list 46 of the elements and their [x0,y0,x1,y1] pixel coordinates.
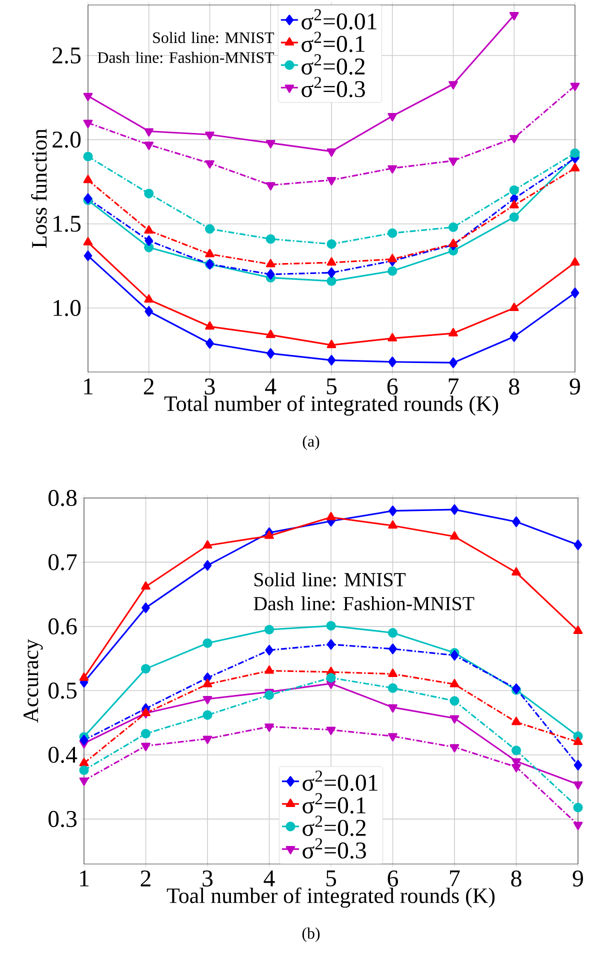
y-tick-label: 1.0 [54,300,81,316]
x-tick-label: 4 [264,870,275,886]
x-axis-title: Total number of integrated rounds (K) [164,395,498,416]
legend-label: σ$^{2}$=0.1 [302,32,364,52]
annotation: Dash line: Fashion-MNIST [254,596,474,610]
y-tick-label: 1.5 [54,216,81,232]
y-tick-label: 0.6 [48,618,77,635]
annotation: Solid line: MNIST [254,572,406,587]
y-tick-label: 0.3 [48,810,77,828]
text: (b) [302,928,320,942]
y-axis-title: Loss function [31,128,47,248]
legend-label: σ$^{2}$=0.2 [302,54,365,75]
x-axis-title: Toal number of integrated rounds (K) [166,887,495,908]
x-tick-label: 5 [326,378,337,394]
x-tick-label: 8 [509,378,520,395]
x-tick-label: 7 [448,378,459,394]
x-tick-label: 5 [326,870,336,886]
y-tick-label: 0.8 [48,490,77,506]
legend-label: σ$^{2}$=0.3 [302,76,365,98]
y-tick-label: 0.4 [48,746,78,763]
y-tick-label: 2.5 [52,47,81,64]
legend-label: σ$^{2}$=0.01 [302,770,378,791]
legend-label: σ$^{2}$=0.3 [302,838,366,859]
annotation: Solid line: MNIST [153,32,274,44]
x-tick-label: 6 [387,378,398,395]
y-tick-label: 0.7 [48,554,77,570]
annotation: Dash line: Fashion-MNIST [98,52,274,64]
x-tick-label: 1 [80,870,89,886]
x-tick-label: 1 [84,378,93,394]
x-tick-label: 9 [570,378,580,395]
x-tick-label: 8 [511,870,522,887]
x-tick-label: 9 [572,870,583,887]
x-tick-label: 7 [450,870,460,886]
legend-label: σ$^{2}$=0.01 [302,9,376,30]
x-tick-label: 2 [140,870,150,886]
x-tick-label: 4 [265,378,276,394]
y-tick-label: 2.0 [52,132,81,148]
x-tick-label: 2 [144,378,154,394]
y-tick-label: 0.5 [48,682,77,699]
legend-label: σ$^{2}$=0.2 [302,816,366,836]
text: (a) [302,436,320,450]
x-tick-label: 3 [204,378,215,395]
y-axis-title: Accuracy [24,639,43,723]
x-tick-label: 3 [202,870,213,887]
x-tick-label: 6 [388,870,398,887]
legend-label: σ$^{2}$=0.1 [302,793,366,814]
